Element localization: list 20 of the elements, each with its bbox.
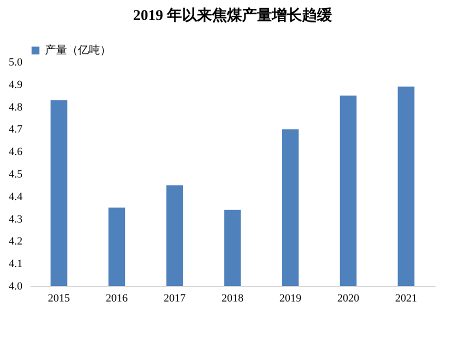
y-tick-label: 5.0 [8,56,23,68]
x-tick-label: 2017 [164,292,186,304]
x-tick-label: 2021 [395,292,418,304]
x-tick-label: 2019 [279,292,302,304]
y-tick-label: 4.4 [8,190,23,203]
y-tick-label: 4.0 [8,280,23,292]
y-tick-label: 4.1 [8,258,22,270]
legend-label: 产量（亿吨） [45,44,111,56]
y-tick-label: 4.2 [8,236,22,248]
y-tick-label: 4.8 [8,101,23,114]
y-tick-label: 4.5 [8,168,23,180]
y-tick-label: 4.9 [8,78,23,91]
y-tick-label: 4.3 [8,213,23,226]
x-tick-label: 2016 [106,292,128,304]
y-tick-label: 4.7 [8,124,23,136]
x-tick-label: 2015 [48,292,70,304]
x-tick-label: 2018 [222,292,244,304]
x-tick-label: 2020 [337,292,360,304]
y-tick-label: 4.6 [8,146,23,158]
chart-title: 2019 年以来焦煤产量增长趋缓 [133,7,333,24]
